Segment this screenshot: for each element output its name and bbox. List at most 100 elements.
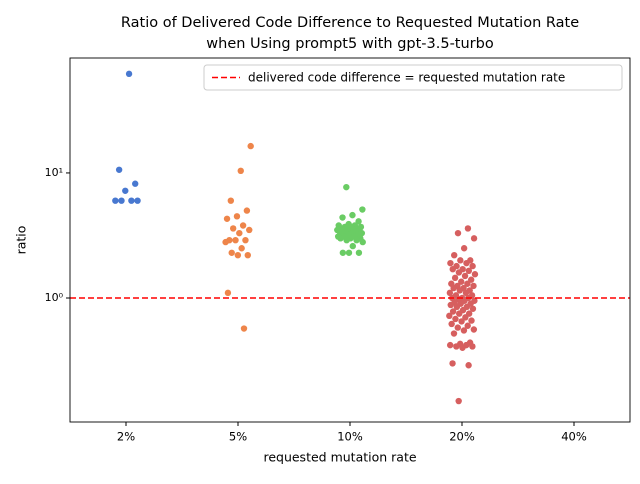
point bbox=[462, 289, 470, 297]
x-tick-label: 40% bbox=[561, 430, 587, 444]
point bbox=[243, 207, 251, 214]
y-axis-label: ratio bbox=[14, 226, 29, 255]
x-tick-label: 20% bbox=[449, 430, 475, 444]
point bbox=[462, 314, 469, 321]
point bbox=[454, 229, 462, 237]
point bbox=[447, 259, 454, 267]
point bbox=[464, 322, 471, 329]
point bbox=[459, 344, 466, 351]
point bbox=[228, 249, 235, 256]
point bbox=[355, 218, 362, 225]
point bbox=[449, 360, 456, 367]
point bbox=[343, 236, 350, 244]
point bbox=[247, 142, 254, 150]
point bbox=[455, 269, 463, 276]
point bbox=[450, 284, 457, 292]
point bbox=[234, 251, 242, 259]
point bbox=[458, 318, 465, 325]
point bbox=[224, 289, 232, 297]
point bbox=[449, 308, 457, 315]
point bbox=[451, 274, 459, 282]
point bbox=[467, 276, 475, 283]
point bbox=[470, 326, 478, 333]
point bbox=[227, 197, 235, 204]
chart-title: when Using prompt5 with gpt-3.5-turbo bbox=[206, 36, 494, 52]
point bbox=[468, 317, 475, 324]
point bbox=[469, 343, 476, 350]
point bbox=[233, 213, 241, 220]
y-tick-label: 10⁰ bbox=[45, 291, 64, 304]
point bbox=[471, 271, 479, 278]
point bbox=[454, 324, 461, 331]
point bbox=[222, 238, 229, 246]
point bbox=[115, 166, 123, 173]
point bbox=[446, 289, 454, 297]
point bbox=[359, 206, 366, 213]
point bbox=[246, 226, 253, 234]
point bbox=[355, 249, 363, 256]
point bbox=[464, 280, 471, 287]
point bbox=[125, 70, 133, 78]
point bbox=[456, 310, 463, 317]
point bbox=[122, 187, 129, 194]
x-tick-label: 5% bbox=[229, 430, 247, 444]
point bbox=[128, 197, 135, 204]
point bbox=[236, 229, 243, 237]
point bbox=[339, 214, 346, 221]
point bbox=[470, 282, 477, 290]
point bbox=[239, 222, 247, 229]
point bbox=[112, 197, 119, 204]
point bbox=[244, 251, 251, 259]
point bbox=[464, 225, 472, 232]
point bbox=[458, 278, 465, 285]
x-tick-label: 10% bbox=[337, 430, 363, 444]
point bbox=[349, 242, 356, 250]
point bbox=[448, 320, 455, 328]
point bbox=[465, 362, 472, 369]
point bbox=[455, 397, 462, 405]
point bbox=[447, 301, 454, 309]
point bbox=[337, 235, 344, 242]
point bbox=[456, 287, 463, 294]
axes-frame bbox=[69, 57, 631, 423]
chart-title: Ratio of Delivered Code Difference to Re… bbox=[121, 15, 579, 31]
point bbox=[339, 249, 347, 256]
x-tick-label: 2% bbox=[117, 430, 135, 444]
point bbox=[450, 330, 458, 337]
point bbox=[449, 265, 456, 273]
legend-label: delivered code difference = requested mu… bbox=[248, 71, 565, 85]
legend-box bbox=[203, 64, 623, 91]
point bbox=[453, 303, 461, 311]
point bbox=[238, 245, 245, 252]
point bbox=[132, 180, 139, 187]
point bbox=[232, 236, 239, 244]
point bbox=[353, 236, 360, 244]
point bbox=[452, 315, 459, 323]
point bbox=[118, 197, 125, 204]
point bbox=[451, 251, 458, 259]
x-axis-label: requested mutation rate bbox=[263, 450, 416, 465]
point bbox=[223, 215, 231, 222]
point bbox=[469, 262, 476, 270]
point bbox=[460, 245, 468, 252]
point bbox=[465, 267, 473, 275]
point bbox=[343, 183, 350, 191]
point bbox=[457, 257, 464, 264]
point bbox=[453, 343, 460, 350]
point bbox=[463, 259, 470, 267]
point bbox=[461, 272, 469, 280]
point bbox=[469, 305, 477, 312]
point bbox=[134, 197, 141, 204]
point bbox=[229, 225, 237, 232]
point bbox=[359, 238, 366, 246]
point bbox=[349, 211, 356, 219]
point bbox=[470, 235, 478, 242]
point bbox=[237, 167, 244, 175]
point bbox=[460, 327, 468, 334]
point bbox=[446, 312, 453, 320]
point bbox=[242, 236, 249, 244]
y-tick-label: 10¹ bbox=[45, 166, 63, 179]
point bbox=[446, 341, 454, 349]
point bbox=[240, 325, 248, 332]
